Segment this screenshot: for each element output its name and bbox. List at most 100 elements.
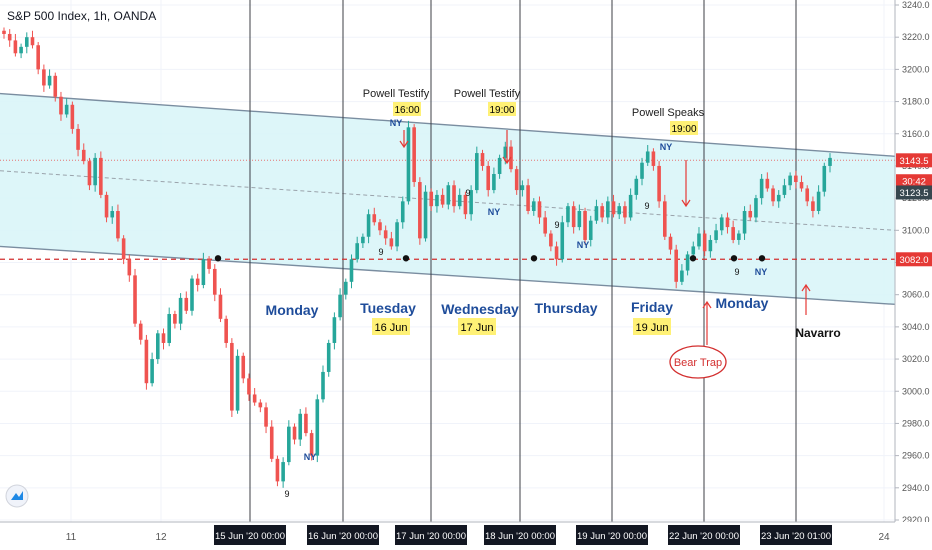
candle-body: [224, 318, 228, 343]
candle-body: [161, 333, 166, 343]
candle-body: [463, 194, 468, 215]
candle-body: [714, 230, 718, 240]
event-time-highlight: [393, 102, 421, 116]
candle-body: [668, 236, 673, 250]
day-label: Monday: [266, 302, 319, 318]
date-highlight: [633, 318, 671, 335]
navarro-label: Navarro: [795, 326, 840, 340]
candle-body: [343, 281, 348, 295]
candle-body: [281, 462, 285, 482]
candle-body: [70, 104, 75, 129]
candle-body: [640, 162, 644, 179]
event-arrowhead: [681, 199, 691, 208]
candle-body: [406, 127, 411, 202]
candle-body: [121, 238, 126, 260]
candle-body: [423, 191, 428, 239]
event-arrowhead: [502, 156, 512, 165]
price-badge: [896, 174, 932, 189]
candle-body: [138, 323, 143, 340]
candle-body: [531, 201, 536, 211]
candle-body: [594, 206, 599, 221]
candle-body: [252, 394, 257, 403]
time-label-box: [395, 525, 467, 545]
candle-body: [554, 246, 559, 260]
candle-body: [269, 426, 274, 459]
candle-body: [776, 194, 781, 202]
bear-trap-label: Bear Trap: [674, 357, 722, 369]
candle-body: [258, 402, 263, 408]
candle-body: [355, 243, 359, 260]
price-tick-label: 2960.0: [902, 451, 930, 461]
time-label-box: [576, 525, 648, 545]
candle-body: [7, 33, 12, 41]
candle-body: [218, 294, 223, 319]
candle-body: [241, 355, 246, 379]
touch-dot: [214, 255, 222, 262]
ny-marker: NY: [488, 207, 501, 217]
count-marker: 9: [465, 188, 470, 198]
event-annotation: Powell Speaks 19:00: [632, 107, 705, 208]
candle-body: [212, 268, 217, 295]
candle-body: [663, 201, 667, 237]
tradingview-logo[interactable]: [5, 484, 29, 508]
candle-body: [440, 194, 445, 205]
candle-body: [799, 182, 804, 189]
candle-body: [247, 378, 251, 395]
candle-body: [765, 178, 770, 189]
candle-body: [708, 239, 713, 252]
event-time-highlight: [488, 102, 516, 116]
price-tick-label: 3200.0: [902, 64, 930, 74]
time-tick-label: 18 Jun '20 00:00: [485, 531, 555, 542]
candle-body: [30, 37, 35, 46]
candle-body: [606, 201, 610, 218]
navarro-annotation: Navarro: [795, 283, 841, 340]
date-label: 17 Jun: [460, 322, 493, 334]
time-label-box: [214, 525, 286, 545]
candle-body: [99, 157, 103, 195]
price-badge-label: 3082.0: [899, 255, 928, 266]
channel-upper-line: [0, 92, 896, 157]
touch-dot: [730, 255, 738, 262]
candle-body: [104, 194, 109, 218]
candle-body: [326, 342, 331, 372]
candle-body: [110, 211, 115, 218]
candle-body: [674, 249, 678, 282]
candle-body: [816, 191, 821, 211]
time-label-box: [484, 525, 556, 545]
candle-body: [338, 294, 342, 318]
candle-body: [623, 206, 627, 218]
price-tick-label: 3180.0: [902, 97, 930, 107]
time-tick-label: 15 Jun '20 00:00: [215, 531, 285, 542]
candle-body: [173, 314, 177, 324]
candle-body: [759, 178, 764, 199]
candle-body: [822, 165, 827, 192]
candle-body: [59, 96, 63, 115]
price-tick-label: 3020.0: [902, 354, 930, 364]
candle-body: [292, 426, 297, 440]
time-tick-label: 17 Jun '20 00:00: [396, 531, 466, 542]
candle-body: [36, 45, 40, 70]
ny-marker: NY: [304, 452, 317, 462]
count-marker: 9: [284, 489, 289, 499]
price-tick-label: 3160.0: [902, 129, 930, 139]
candle-body: [116, 211, 120, 239]
event-annotation: Powell Testify 16:00: [363, 88, 430, 149]
candle-body: [400, 201, 405, 223]
event-time: 19:00: [671, 124, 696, 135]
candle-body: [645, 151, 650, 163]
day-label: Wednesday: [441, 301, 519, 317]
time-tick-label: 19 Jun '20 00:00: [577, 531, 647, 542]
candle-body: [492, 173, 496, 191]
price-badge-label: 30:42: [902, 177, 926, 188]
candle-body: [680, 270, 684, 282]
price-tick-label: 2980.0: [902, 418, 930, 428]
price-badge: [896, 153, 932, 168]
touch-dot: [530, 255, 538, 262]
time-tick-label: 12: [155, 532, 167, 543]
candle-body: [514, 169, 519, 191]
candle-body: [395, 222, 399, 247]
candle-body: [435, 194, 439, 207]
candle-body: [332, 317, 337, 343]
candle-body: [588, 220, 593, 240]
